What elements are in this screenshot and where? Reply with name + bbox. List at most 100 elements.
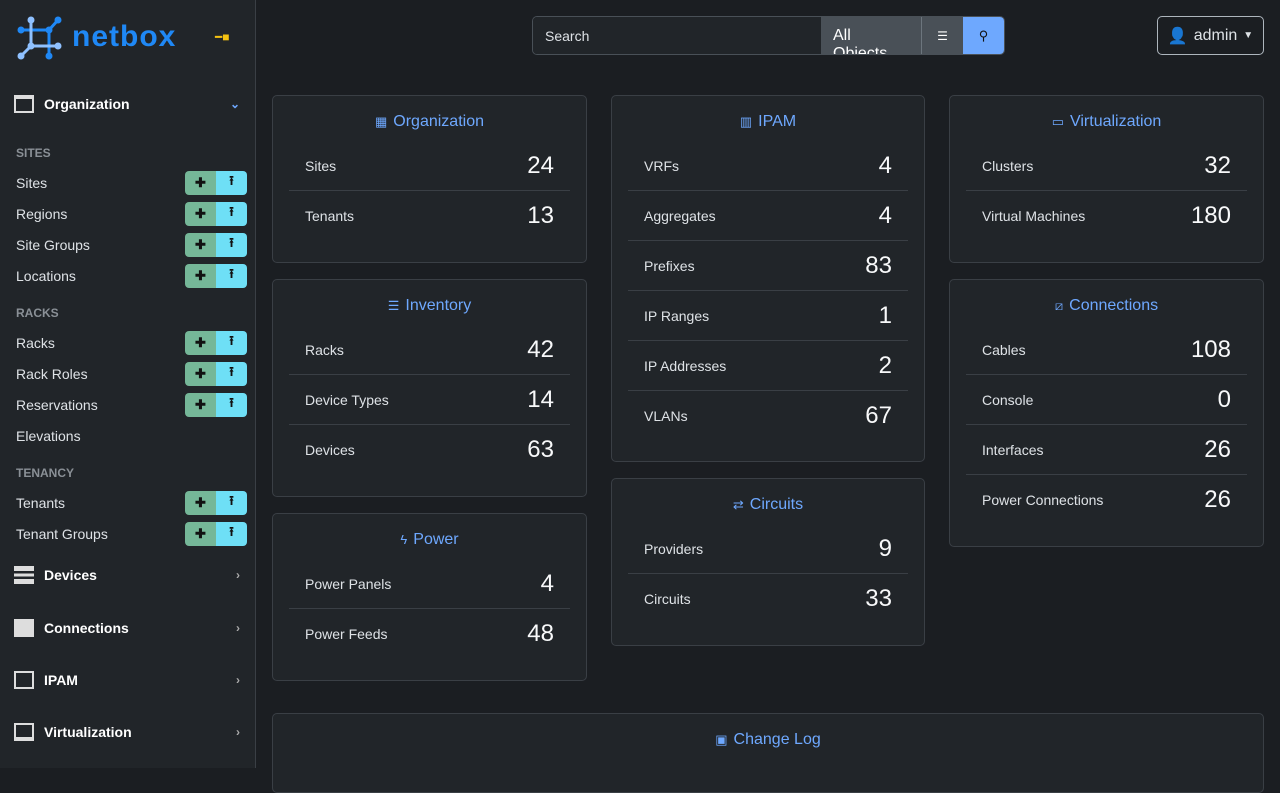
card-title[interactable]: IPAM [758, 113, 797, 130]
stat-row[interactable]: Providers 9 [628, 524, 908, 574]
stat-row[interactable]: Clusters 32 [966, 141, 1247, 191]
search-button[interactable]: ⚲ [963, 17, 1004, 54]
import-button[interactable]: ⭱ [216, 362, 247, 386]
sidebar-item[interactable]: Sites ✚ ⭱ [16, 171, 247, 195]
import-button[interactable]: ⭱ [216, 264, 247, 288]
sidebar-item[interactable]: Regions ✚ ⭱ [16, 202, 247, 226]
sidebar-item[interactable]: Site Groups ✚ ⭱ [16, 233, 247, 257]
stat-row[interactable]: Sites 24 [289, 141, 570, 191]
add-button[interactable]: ✚ [185, 522, 216, 546]
import-button[interactable]: ⭱ [216, 522, 247, 546]
stat-label[interactable]: Virtual Machines [982, 208, 1086, 224]
nav-ipam[interactable]: IPAM › [14, 671, 240, 689]
add-button[interactable]: ✚ [185, 331, 216, 355]
stat-label[interactable]: Power Connections [982, 492, 1104, 508]
stat-row[interactable]: Circuits 33 [628, 574, 908, 624]
stat-label[interactable]: Tenants [305, 208, 355, 224]
import-button[interactable]: ⭱ [216, 393, 247, 417]
import-button[interactable]: ⭱ [216, 233, 247, 257]
stat-label[interactable]: Devices [305, 442, 355, 458]
card-title[interactable]: Organization [393, 113, 484, 130]
add-button[interactable]: ✚ [185, 264, 216, 288]
stat-label[interactable]: Console [982, 391, 1034, 408]
add-button[interactable]: ✚ [185, 233, 216, 257]
pin-icon[interactable]: ━■ [215, 30, 230, 44]
add-button[interactable]: ✚ [185, 171, 216, 195]
stat-row[interactable]: VLANs 67 [628, 391, 908, 441]
stat-row[interactable]: Devices 63 [289, 425, 570, 475]
user-menu-button[interactable]: 👤 admin ▼ [1157, 16, 1264, 55]
import-button[interactable]: ⭱ [216, 491, 247, 515]
stat-label[interactable]: Power Feeds [305, 626, 388, 642]
card-title[interactable]: Power [413, 531, 459, 548]
sidebar-item-label: Regions [16, 206, 68, 222]
stat-row[interactable]: Power Feeds 48 [289, 609, 570, 659]
stat-row[interactable]: Device Types 14 [289, 375, 570, 425]
stat-label[interactable]: Interfaces [982, 441, 1044, 458]
search-input[interactable]: Search [533, 17, 821, 54]
stat-label[interactable]: Power Panels [305, 575, 392, 592]
ipam-icon: ▥ [739, 114, 753, 129]
filter-icon[interactable]: ☰ [922, 17, 963, 54]
nav-connections[interactable]: Connections › [14, 619, 240, 637]
import-button[interactable]: ⭱ [216, 202, 247, 226]
nav-devices[interactable]: Devices › [14, 566, 240, 584]
clipboard-icon: ▣ [715, 732, 728, 747]
stat-count: 4 [878, 151, 892, 179]
sidebar-item[interactable]: Racks ✚ ⭱ [16, 331, 247, 355]
card-title[interactable]: Circuits [749, 496, 804, 513]
sidebar-item[interactable]: Tenants ✚ ⭱ [16, 491, 247, 515]
stat-label[interactable]: VLANs [644, 408, 688, 424]
stat-row[interactable]: VRFs 4 [628, 141, 908, 191]
stat-label[interactable]: Clusters [982, 157, 1034, 174]
stat-row[interactable]: Power Connections 26 [966, 475, 1247, 525]
stat-label[interactable]: Providers [644, 540, 704, 557]
stat-label[interactable]: Racks [305, 341, 344, 358]
add-button[interactable]: ✚ [185, 362, 216, 386]
add-button[interactable]: ✚ [185, 393, 216, 417]
add-button[interactable]: ✚ [185, 202, 216, 226]
nav-organization[interactable]: Organization ⌄ [14, 95, 240, 113]
stat-row[interactable]: Tenants 13 [289, 191, 570, 241]
search-scope-select[interactable]: All Objects [821, 17, 922, 54]
card-title[interactable]: Inventory [405, 297, 472, 314]
stat-row[interactable]: Prefixes 83 [628, 241, 908, 291]
import-button[interactable]: ⭱ [216, 331, 247, 355]
sidebar-item[interactable]: Elevations [16, 424, 247, 448]
stat-row[interactable]: Aggregates 4 [628, 191, 908, 241]
sidebar-item[interactable]: Tenant Groups ✚ ⭱ [16, 522, 247, 546]
stat-label[interactable]: Aggregates [644, 207, 716, 224]
stat-row[interactable]: IP Addresses 2 [628, 341, 908, 391]
sidebar-item[interactable]: Rack Roles ✚ ⭱ [16, 362, 247, 386]
netbox-logo[interactable]: netbox [16, 14, 176, 60]
stat-label[interactable]: Device Types [305, 391, 389, 408]
card-title[interactable]: Change Log [733, 731, 821, 748]
stat-label[interactable]: IP Ranges [644, 307, 710, 324]
stat-row[interactable]: Interfaces 26 [966, 425, 1247, 475]
stat-label[interactable]: Prefixes [644, 257, 695, 274]
stat-label[interactable]: VRFs [644, 157, 679, 174]
stat-row[interactable]: IP Ranges 1 [628, 291, 908, 341]
stat-row[interactable]: Console 0 [966, 375, 1247, 425]
stat-row[interactable]: Power Panels 4 [289, 559, 570, 609]
stat-row[interactable]: Cables 108 [966, 325, 1247, 375]
sidebar-item[interactable]: Locations ✚ ⭱ [16, 264, 247, 288]
stat-label[interactable]: Cables [982, 341, 1026, 358]
nav-virtualization[interactable]: Virtualization › [14, 723, 240, 741]
card-changelog: ▣ Change Log [272, 713, 1264, 793]
server-icon: ☰ [387, 298, 400, 313]
stat-count: 24 [527, 151, 554, 179]
stat-row[interactable]: Virtual Machines 180 [966, 191, 1247, 241]
add-button[interactable]: ✚ [185, 491, 216, 515]
nav-label: Connections [44, 620, 129, 636]
stat-row[interactable]: Racks 42 [289, 325, 570, 375]
caret-down-icon: ▼ [1243, 30, 1254, 41]
card-title[interactable]: Virtualization [1069, 113, 1162, 130]
stat-label[interactable]: Sites [305, 157, 337, 174]
stat-count: 1 [878, 301, 892, 329]
import-button[interactable]: ⭱ [216, 171, 247, 195]
stat-label[interactable]: IP Addresses [644, 357, 727, 374]
stat-label[interactable]: Circuits [644, 591, 691, 607]
sidebar-item[interactable]: Reservations ✚ ⭱ [16, 393, 247, 417]
card-title[interactable]: Connections [1069, 297, 1159, 314]
